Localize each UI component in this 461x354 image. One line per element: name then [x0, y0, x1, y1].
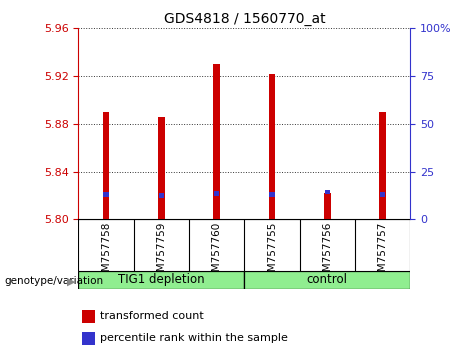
Bar: [159, 193, 164, 198]
Bar: [82, 310, 95, 323]
FancyBboxPatch shape: [244, 271, 410, 289]
Bar: [213, 64, 220, 219]
Text: GSM757757: GSM757757: [378, 222, 388, 285]
Bar: [269, 192, 275, 197]
Bar: [158, 117, 165, 219]
Text: ▶: ▶: [67, 276, 76, 286]
Title: GDS4818 / 1560770_at: GDS4818 / 1560770_at: [164, 12, 325, 26]
Bar: [103, 192, 109, 197]
Text: GSM757760: GSM757760: [212, 222, 222, 285]
Bar: [103, 112, 109, 219]
FancyBboxPatch shape: [78, 271, 244, 289]
Text: genotype/variation: genotype/variation: [5, 276, 104, 286]
Text: transformed count: transformed count: [100, 312, 204, 321]
Text: percentile rank within the sample: percentile rank within the sample: [100, 333, 289, 343]
Text: GSM757759: GSM757759: [156, 222, 166, 285]
Text: GSM757756: GSM757756: [322, 222, 332, 285]
Bar: [324, 193, 331, 219]
Text: GSM757755: GSM757755: [267, 222, 277, 285]
Bar: [82, 332, 95, 345]
Bar: [269, 74, 275, 219]
Text: TIG1 depletion: TIG1 depletion: [118, 273, 205, 286]
Text: GSM757758: GSM757758: [101, 222, 111, 285]
Bar: [214, 191, 219, 195]
Text: control: control: [307, 273, 348, 286]
Bar: [379, 112, 386, 219]
Bar: [325, 190, 330, 194]
Bar: [380, 192, 385, 197]
